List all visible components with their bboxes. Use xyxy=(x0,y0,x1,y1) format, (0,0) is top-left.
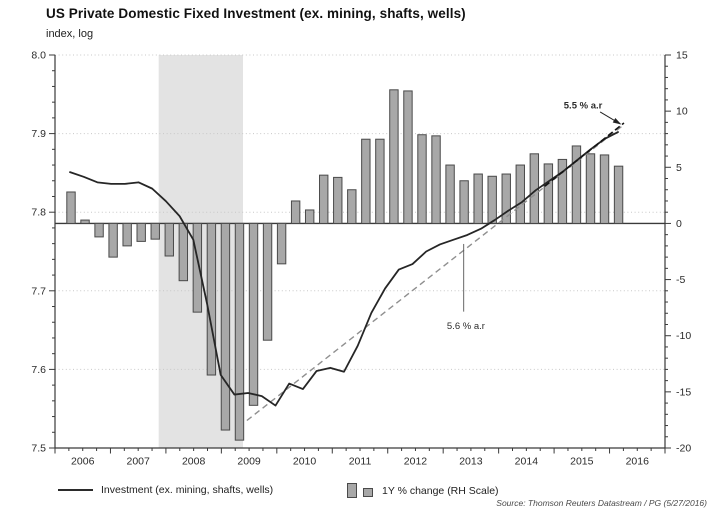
year-label: 2010 xyxy=(293,456,317,468)
axis-tick-labels: 8.0 7.9 7.8 7.7 7.6 7.5 15 10 5 0 -5 -10 -15 -20 2006 2… xyxy=(31,50,691,468)
bar-swatch-short-icon xyxy=(363,488,373,497)
bar xyxy=(276,222,287,265)
bar xyxy=(164,222,174,257)
bar xyxy=(178,222,189,282)
bar xyxy=(333,176,343,224)
legend-bar-entry: 1Y % change (RH Scale) xyxy=(347,482,499,498)
right-axis-tick-label: -10 xyxy=(676,330,691,342)
axis-ticks xyxy=(49,54,671,454)
bar xyxy=(571,145,582,224)
bar xyxy=(375,138,385,224)
right-axis-tick-label: 10 xyxy=(676,106,688,118)
bar xyxy=(248,222,259,406)
bar xyxy=(557,158,568,224)
bar xyxy=(290,200,301,224)
right-axis-tick-label: -15 xyxy=(676,386,691,398)
bar xyxy=(108,222,118,258)
bar xyxy=(94,222,104,238)
legend-line-label: Investment (ex. mining, shafts, wells) xyxy=(101,484,274,496)
year-label: 2013 xyxy=(459,456,483,468)
year-label: 2006 xyxy=(71,456,95,468)
right-axis-tick-label: 0 xyxy=(676,218,682,230)
right-axis-tick-label: 5 xyxy=(676,162,682,174)
bar xyxy=(220,222,231,431)
year-label: 2016 xyxy=(626,456,650,468)
bar xyxy=(361,138,371,224)
right-axis-tick-label: -20 xyxy=(676,443,691,455)
arrowhead-icon xyxy=(612,117,622,125)
bar xyxy=(80,219,90,224)
bar xyxy=(459,180,469,224)
legend-line-entry: Investment (ex. mining, shafts, wells) xyxy=(58,483,273,497)
bar xyxy=(389,89,399,224)
left-axis-tick-label: 7.6 xyxy=(31,364,46,376)
axes xyxy=(54,55,666,449)
bar xyxy=(150,222,160,240)
bar xyxy=(206,222,217,376)
bar xyxy=(417,134,427,224)
bar xyxy=(192,222,203,313)
bar xyxy=(599,154,610,224)
chart-title: US Private Domestic Fixed Investment (ex… xyxy=(46,6,466,21)
bar xyxy=(515,164,525,224)
left-axis-tick-label: 7.5 xyxy=(31,443,46,455)
right-axis-tick-label: 15 xyxy=(676,50,688,62)
bar xyxy=(613,165,624,224)
annotations: 5.5 % a.r 5.6 % a.r xyxy=(447,100,622,332)
left-axis-tick-label: 7.8 xyxy=(31,207,46,219)
left-axis-tick-label: 7.9 xyxy=(31,128,46,140)
bar xyxy=(304,209,315,224)
annotation-label: 5.6 % a.r xyxy=(447,321,485,332)
chart-subtitle: index, log xyxy=(46,28,94,40)
bar xyxy=(445,164,455,224)
bar xyxy=(136,222,146,242)
bar xyxy=(585,153,596,224)
investment-line xyxy=(69,131,619,407)
bar xyxy=(501,173,511,224)
bar xyxy=(473,173,483,224)
year-label: 2015 xyxy=(570,456,594,468)
bar xyxy=(234,222,245,441)
bar xyxy=(122,222,132,247)
left-axis-tick-label: 7.7 xyxy=(31,285,46,297)
bar xyxy=(543,163,554,224)
bar xyxy=(319,174,329,224)
bar xyxy=(347,189,357,224)
year-label: 2008 xyxy=(182,456,206,468)
bars-1y-pct-change xyxy=(66,89,624,441)
source-credit: Source: Thomson Reuters Datastream / PG … xyxy=(496,498,707,508)
year-label: 2007 xyxy=(127,456,151,468)
year-label: 2009 xyxy=(237,456,261,468)
bar xyxy=(431,135,441,224)
trend-line-5-5-ar xyxy=(544,122,625,187)
year-label: 2012 xyxy=(404,456,428,468)
year-label: 2011 xyxy=(349,456,372,468)
bar-swatch-tall-icon xyxy=(347,483,357,498)
year-label: 2014 xyxy=(515,456,539,468)
annotation-label: 5.5 % a.r xyxy=(564,100,603,111)
bar xyxy=(487,175,497,224)
right-axis-tick-label: -5 xyxy=(676,274,685,286)
bar xyxy=(66,191,76,224)
left-axis-tick-label: 8.0 xyxy=(31,50,46,62)
line-swatch-icon xyxy=(58,489,93,491)
legend-bar-label: 1Y % change (RH Scale) xyxy=(382,485,499,497)
bar xyxy=(262,222,273,341)
bar xyxy=(403,90,413,224)
